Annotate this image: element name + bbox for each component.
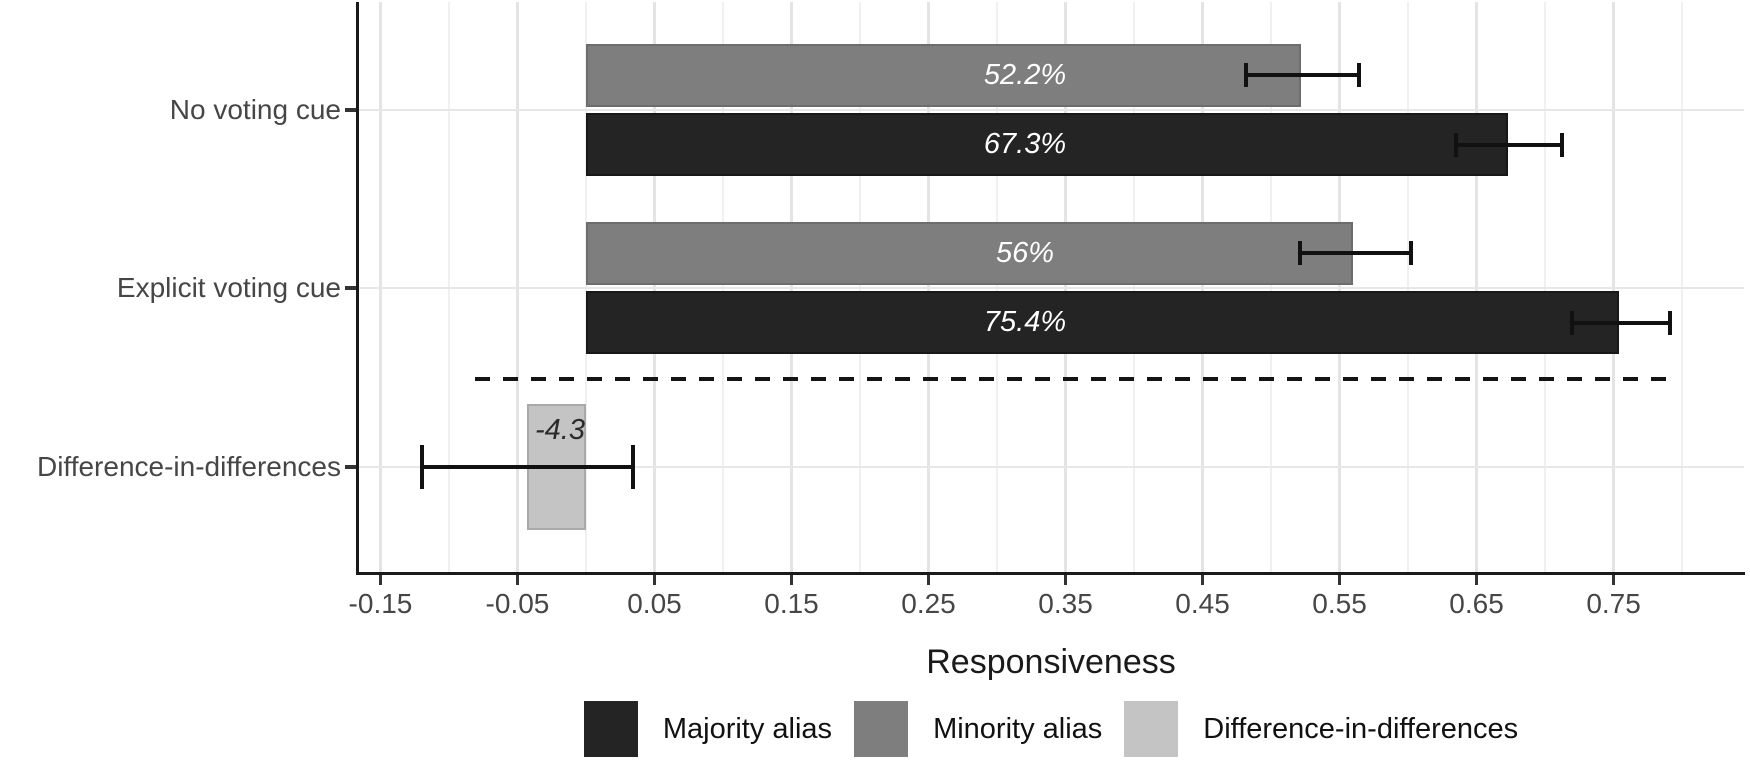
legend-swatch-difference-in-differences <box>1124 701 1179 757</box>
error-bar-cap-left <box>1570 310 1575 335</box>
error-bar-cap-right <box>1559 132 1564 157</box>
legend-swatch-majority-alias <box>583 701 638 757</box>
x-axis-tick <box>1063 575 1068 585</box>
plot-panel: 52.2% 67.3% 56% 75.4% -4.3 <box>358 2 1744 572</box>
x-axis-tick <box>789 575 794 585</box>
x-axis-tick <box>1200 575 1205 585</box>
x-axis-tick-label: 0.25 <box>901 588 956 619</box>
category-label-explicit-voting-cue: Explicit voting cue <box>116 272 341 303</box>
x-axis-tick <box>378 575 383 585</box>
x-axis-tick-label: 0.15 <box>764 588 819 619</box>
error-bar-cap-right <box>1408 241 1413 266</box>
x-axis-tick <box>1611 575 1616 585</box>
x-axis-tick <box>1337 575 1342 585</box>
error-bar-line <box>421 465 633 469</box>
error-bar-cap-left <box>1297 241 1302 266</box>
y-axis-tick <box>345 108 356 112</box>
category-label-no-voting-cue: No voting cue <box>169 94 341 125</box>
error-bar-cap-right <box>630 445 635 489</box>
x-axis-tick-label: -0.05 <box>485 588 550 619</box>
x-axis-tick-label: 0.65 <box>1449 588 1504 619</box>
legend-label-minority-alias: Minority alias <box>933 712 1103 745</box>
x-axis-tick-label: -0.15 <box>348 588 413 619</box>
x-axis-tick-label: 0.35 <box>1038 588 1093 619</box>
gridline-category <box>358 465 1744 469</box>
y-axis-line <box>355 2 359 573</box>
bar-value-label: 67.3% <box>983 128 1067 161</box>
legend-swatch-minority-alias <box>854 701 909 757</box>
bar-value-label: 52.2% <box>983 58 1067 91</box>
x-axis-tick-label: 0.55 <box>1312 588 1367 619</box>
x-axis-title: Responsiveness <box>926 643 1176 681</box>
dashed-separator-line <box>475 377 1673 381</box>
legend: Majority alias Minority alias Difference-i… <box>358 700 1744 758</box>
x-axis-tick-label: 0.45 <box>1175 588 1230 619</box>
error-bar-line <box>1456 142 1562 147</box>
error-bar-line <box>1246 73 1359 78</box>
error-bar-line <box>1572 320 1670 325</box>
y-axis-tick <box>345 286 356 290</box>
y-axis-tick <box>345 465 356 469</box>
error-bar-cap-right <box>1356 63 1361 88</box>
x-axis-tick-label: 0.75 <box>1586 588 1641 619</box>
legend-label-difference-in-differences: Difference-in-differences <box>1203 712 1519 745</box>
x-axis-tick-label: 0.05 <box>627 588 682 619</box>
legend-item-minority-alias: Minority alias <box>854 701 1102 757</box>
error-bar-cap-left <box>1454 132 1458 157</box>
bar-majority-alias-explicit-voting-cue <box>585 291 1620 355</box>
error-bar-cap-left <box>419 445 424 489</box>
bars-layer: 52.2% 67.3% 56% 75.4% -4.3 <box>358 2 1744 572</box>
error-bar-cap-right <box>1667 310 1672 335</box>
error-bar-line <box>1299 251 1411 256</box>
x-axis-tick <box>515 575 520 585</box>
category-label-difference-in-differences: Difference-in-differences <box>36 451 341 482</box>
gridline-category <box>358 108 1744 112</box>
legend-label-majority-alias: Majority alias <box>662 712 833 745</box>
bar-majority-alias-no-voting-cue <box>585 113 1509 177</box>
bar-value-label: 56% <box>995 236 1055 269</box>
x-axis-line <box>355 571 1745 575</box>
bar-minority-alias-explicit-voting-cue <box>585 221 1354 285</box>
error-bar-cap-left <box>1244 63 1249 88</box>
x-axis-tick <box>1474 575 1479 585</box>
bar-value-label: -4.3 <box>535 414 585 446</box>
legend-item-majority-alias: Majority alias <box>583 701 833 757</box>
x-axis-tick <box>926 575 931 585</box>
gridlines-layer <box>358 2 1744 572</box>
gridline-category <box>358 286 1744 290</box>
bar-value-label: 75.4% <box>983 306 1067 339</box>
legend-item-difference-in-differences: Difference-in-differences <box>1124 701 1518 757</box>
x-axis-tick <box>652 575 657 585</box>
